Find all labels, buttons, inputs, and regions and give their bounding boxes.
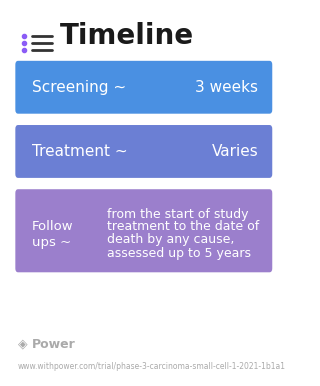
Text: ◈: ◈: [18, 338, 28, 350]
Text: Power: Power: [32, 338, 76, 350]
Text: Timeline: Timeline: [60, 22, 194, 50]
Text: assessed up to 5 years: assessed up to 5 years: [108, 247, 252, 260]
Text: ups ~: ups ~: [32, 235, 71, 249]
FancyBboxPatch shape: [15, 61, 272, 114]
Text: 3 weeks: 3 weeks: [195, 80, 258, 95]
Text: death by any cause,: death by any cause,: [108, 233, 235, 246]
Text: Follow: Follow: [32, 220, 74, 234]
FancyBboxPatch shape: [15, 125, 272, 178]
Text: Treatment ~: Treatment ~: [32, 144, 128, 159]
Text: treatment to the date of: treatment to the date of: [108, 220, 260, 234]
Text: www.withpower.com/trial/phase-3-carcinoma-small-cell-1-2021-1b1a1: www.withpower.com/trial/phase-3-carcinom…: [18, 362, 286, 371]
FancyBboxPatch shape: [15, 189, 272, 272]
Text: Screening ~: Screening ~: [32, 80, 126, 95]
Text: Varies: Varies: [212, 144, 258, 159]
Text: from the start of study: from the start of study: [108, 208, 249, 221]
